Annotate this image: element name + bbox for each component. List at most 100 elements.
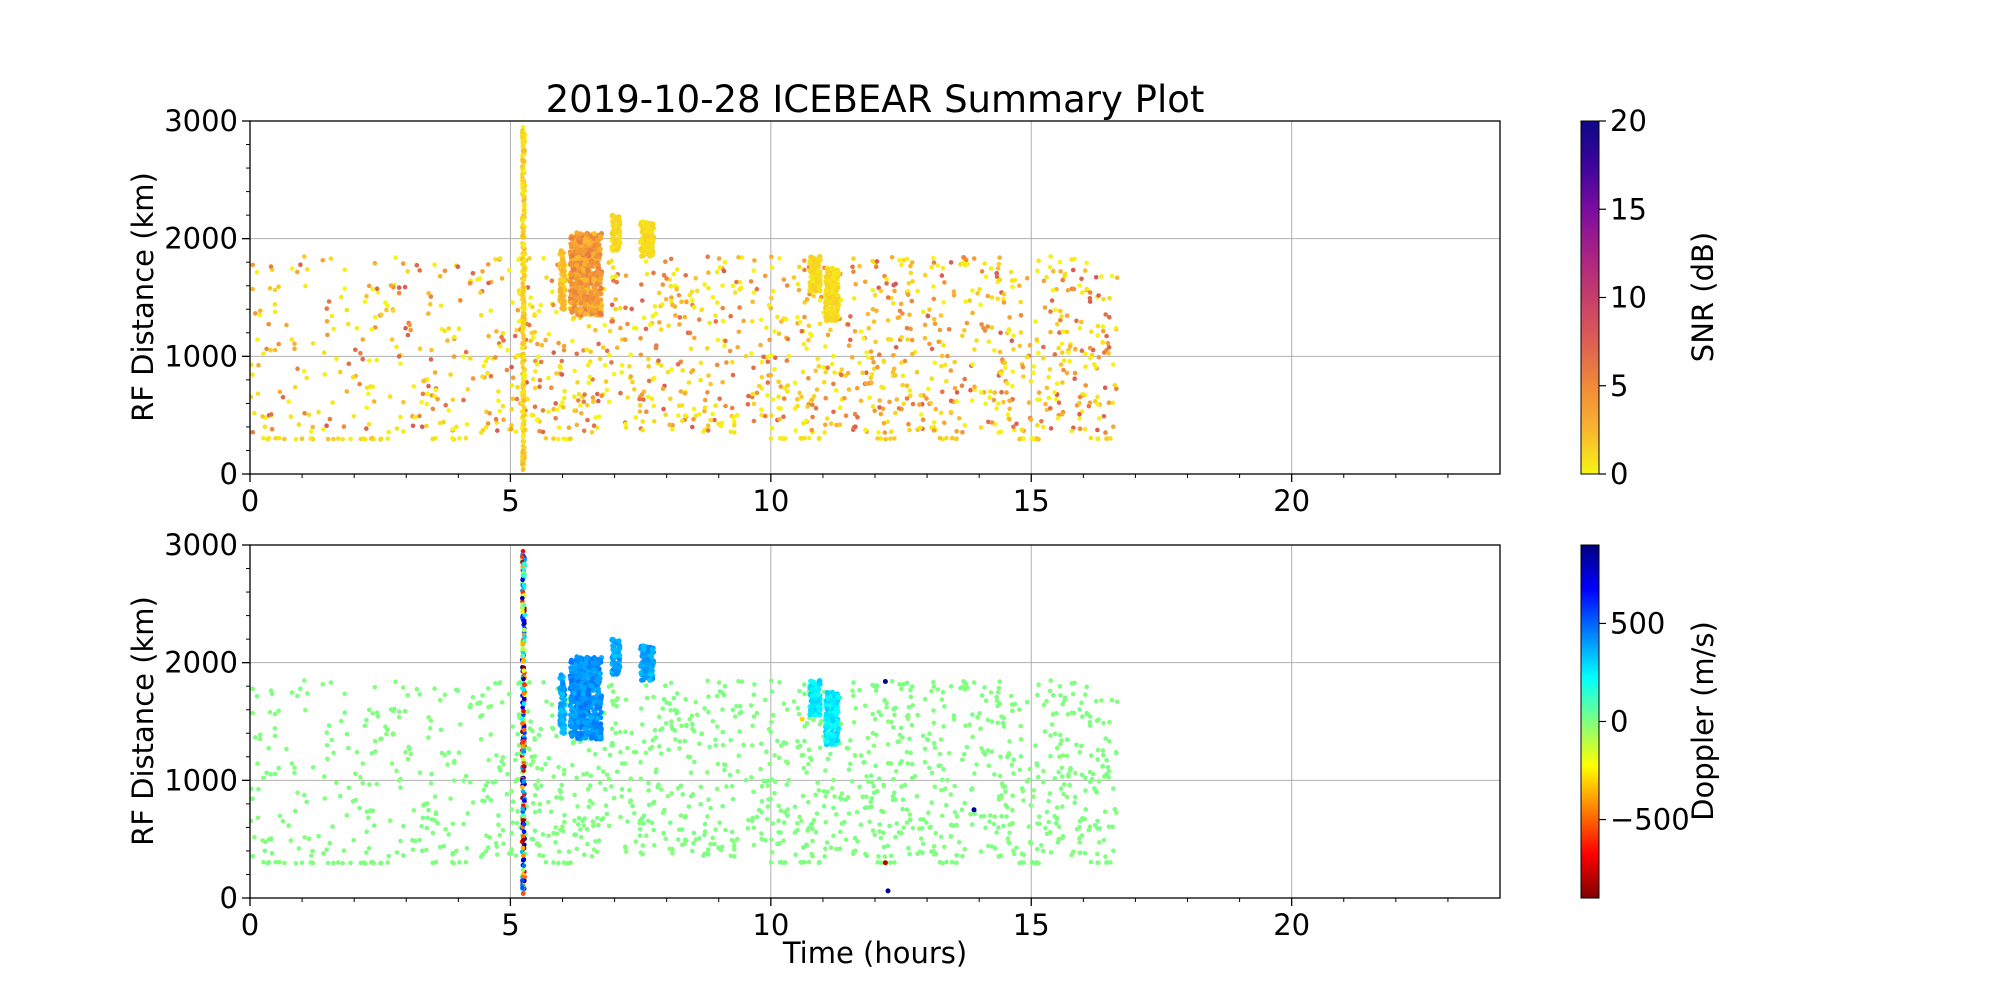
snr-point bbox=[1030, 436, 1035, 441]
doppler-point bbox=[644, 665, 650, 671]
doppler-point bbox=[543, 761, 548, 767]
doppler-point bbox=[609, 682, 614, 688]
snr-point bbox=[874, 308, 879, 314]
doppler-point bbox=[699, 731, 705, 736]
doppler-point bbox=[568, 712, 574, 718]
doppler-point bbox=[341, 848, 347, 853]
doppler-point bbox=[586, 729, 592, 735]
snr-point bbox=[537, 378, 543, 383]
snr-point bbox=[728, 313, 733, 319]
snr-point bbox=[1101, 328, 1106, 334]
snr-point bbox=[641, 315, 647, 321]
snr-point bbox=[784, 358, 790, 363]
snr-point bbox=[295, 269, 300, 275]
snr-point bbox=[521, 405, 527, 411]
snr-point bbox=[970, 288, 975, 293]
doppler-point bbox=[331, 860, 336, 866]
snr-point bbox=[532, 313, 537, 319]
snr-point bbox=[571, 315, 577, 320]
doppler-point bbox=[792, 804, 798, 810]
snr-point bbox=[997, 277, 1003, 283]
snr-point bbox=[591, 399, 596, 405]
snr-point bbox=[799, 329, 805, 334]
doppler-point bbox=[644, 833, 649, 838]
doppler-point bbox=[261, 775, 266, 781]
snr-point bbox=[765, 392, 770, 398]
snr-point bbox=[982, 261, 987, 266]
doppler-point bbox=[591, 823, 596, 828]
snr-point bbox=[324, 306, 330, 311]
snr-point bbox=[686, 380, 692, 385]
snr-point bbox=[366, 391, 371, 397]
snr-point bbox=[894, 397, 900, 402]
doppler-point bbox=[1042, 729, 1048, 734]
doppler-point bbox=[496, 813, 501, 818]
doppler-point bbox=[389, 761, 395, 766]
doppler-point bbox=[962, 800, 967, 806]
snr-point bbox=[362, 299, 368, 305]
snr-point bbox=[1102, 385, 1108, 391]
snr-point bbox=[743, 353, 749, 359]
snr-point bbox=[1095, 427, 1100, 433]
snr-point bbox=[520, 125, 526, 130]
snr-point bbox=[1054, 287, 1059, 292]
doppler-point bbox=[823, 768, 828, 773]
doppler-point bbox=[1052, 776, 1058, 781]
doppler-point bbox=[478, 854, 484, 859]
snr-point bbox=[797, 390, 802, 396]
snr-point bbox=[739, 285, 744, 291]
snr-point bbox=[396, 354, 402, 359]
doppler-point bbox=[893, 797, 898, 802]
doppler-point bbox=[543, 860, 549, 865]
snr-point bbox=[769, 413, 774, 418]
snr-point bbox=[510, 375, 516, 381]
doppler-point bbox=[1024, 778, 1030, 784]
snr-point bbox=[496, 389, 501, 394]
doppler-point bbox=[669, 791, 674, 796]
snr-point bbox=[668, 396, 673, 402]
snr-point bbox=[521, 398, 527, 403]
doppler-point bbox=[494, 753, 499, 758]
doppler-point bbox=[1092, 786, 1097, 791]
doppler-point bbox=[806, 859, 812, 865]
doppler-point bbox=[968, 811, 973, 817]
snr-point bbox=[995, 266, 1001, 271]
snr-point bbox=[520, 443, 526, 449]
snr-point bbox=[302, 368, 307, 374]
doppler-point bbox=[612, 664, 618, 670]
snr-point bbox=[553, 416, 558, 421]
snr-point bbox=[388, 283, 394, 288]
snr-point bbox=[595, 253, 601, 259]
doppler-point bbox=[1059, 765, 1065, 771]
snr-point bbox=[938, 410, 944, 416]
snr-point bbox=[546, 409, 551, 415]
doppler-point bbox=[446, 832, 452, 837]
snr-point bbox=[706, 285, 711, 291]
doppler-point bbox=[941, 724, 946, 729]
snr-point bbox=[521, 178, 527, 184]
snr-point bbox=[617, 240, 623, 246]
doppler-point bbox=[869, 796, 875, 801]
doppler-point bbox=[1071, 710, 1077, 716]
doppler-point bbox=[617, 664, 623, 671]
doppler-point bbox=[576, 822, 581, 827]
snr-point bbox=[302, 254, 307, 259]
doppler-point bbox=[640, 852, 646, 857]
snr-point bbox=[280, 394, 286, 400]
snr-point bbox=[777, 417, 782, 422]
doppler-point bbox=[837, 846, 843, 851]
snr-point bbox=[793, 428, 798, 433]
doppler-point bbox=[999, 814, 1004, 819]
doppler-point bbox=[505, 771, 510, 777]
snr-point bbox=[1087, 290, 1093, 295]
doppler-point bbox=[625, 819, 630, 824]
doppler-point bbox=[751, 714, 757, 719]
snr-point bbox=[874, 259, 880, 264]
doppler-point bbox=[1007, 822, 1012, 828]
doppler-point bbox=[767, 761, 772, 767]
snr-point bbox=[933, 406, 939, 412]
doppler-point bbox=[394, 850, 400, 855]
snr-point bbox=[534, 418, 540, 423]
snr-point bbox=[257, 308, 263, 314]
snr-grid bbox=[250, 121, 1500, 474]
